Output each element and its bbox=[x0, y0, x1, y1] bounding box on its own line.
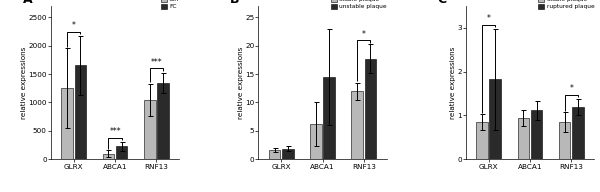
Bar bbox=[476, 122, 488, 159]
Bar bbox=[352, 91, 363, 159]
Y-axis label: relative expressions: relative expressions bbox=[238, 46, 244, 119]
Bar bbox=[103, 154, 114, 159]
Bar bbox=[74, 65, 86, 159]
Bar bbox=[572, 107, 584, 159]
Bar bbox=[116, 146, 127, 159]
Y-axis label: relative expressions: relative expressions bbox=[450, 46, 456, 119]
Text: *: * bbox=[362, 30, 366, 39]
Bar bbox=[157, 83, 169, 159]
Y-axis label: relative expressions: relative expressions bbox=[21, 46, 27, 119]
Legend: Ctrl, FC: Ctrl, FC bbox=[160, 0, 180, 10]
Legend: stable plaque, unstable plaque: stable plaque, unstable plaque bbox=[331, 0, 388, 10]
Legend: stable plaque, ruptured plaque: stable plaque, ruptured plaque bbox=[538, 0, 595, 10]
Bar bbox=[365, 59, 376, 159]
Bar bbox=[518, 118, 529, 159]
Bar bbox=[490, 79, 501, 159]
Bar bbox=[144, 100, 155, 159]
Bar bbox=[531, 110, 542, 159]
Text: *: * bbox=[487, 14, 491, 23]
Text: *: * bbox=[569, 84, 573, 93]
Bar bbox=[310, 124, 322, 159]
Text: *: * bbox=[72, 21, 76, 30]
Text: C: C bbox=[438, 0, 447, 7]
Text: ***: *** bbox=[109, 127, 121, 136]
Bar bbox=[61, 88, 73, 159]
Text: ***: *** bbox=[151, 58, 162, 67]
Bar bbox=[282, 149, 293, 159]
Text: B: B bbox=[230, 0, 240, 7]
Bar bbox=[323, 77, 335, 159]
Text: A: A bbox=[23, 0, 32, 7]
Bar bbox=[559, 122, 571, 159]
Bar bbox=[269, 150, 280, 159]
